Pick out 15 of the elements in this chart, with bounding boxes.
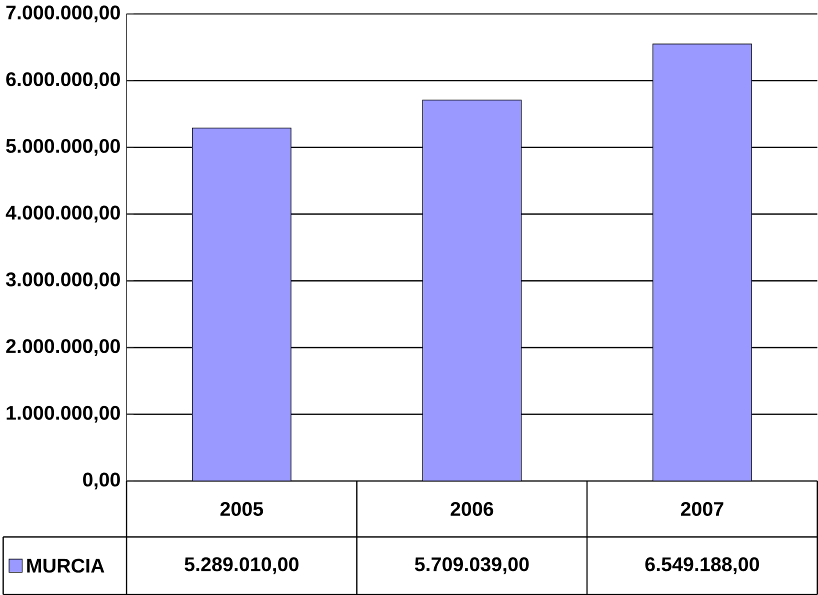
y-tick-label: 1.000.000,00 [6,406,120,423]
y-tick-label: 2.000.000,00 [6,339,120,356]
data-label: 5.289.010,00 [184,557,298,574]
y-tick-label: 5.000.000,00 [6,138,120,156]
y-tick-label: 4.000.000,00 [6,206,120,222]
y-tick-label: 3.000.000,00 [6,272,120,290]
x-tick-label: 2006 [450,502,494,516]
data-label: 6.549.188,00 [645,557,759,574]
data-label: 5.709.039,00 [414,557,529,574]
x-tick-label: 2005 [220,502,264,516]
y-tick-label: 7.000.000,00 [6,5,120,22]
y-tick-label: 6.000.000,00 [6,72,120,89]
y-tick-label: 0,00 [83,472,120,490]
legend-label: MURCIA [27,558,104,573]
x-tick-label: 2007 [680,502,724,516]
